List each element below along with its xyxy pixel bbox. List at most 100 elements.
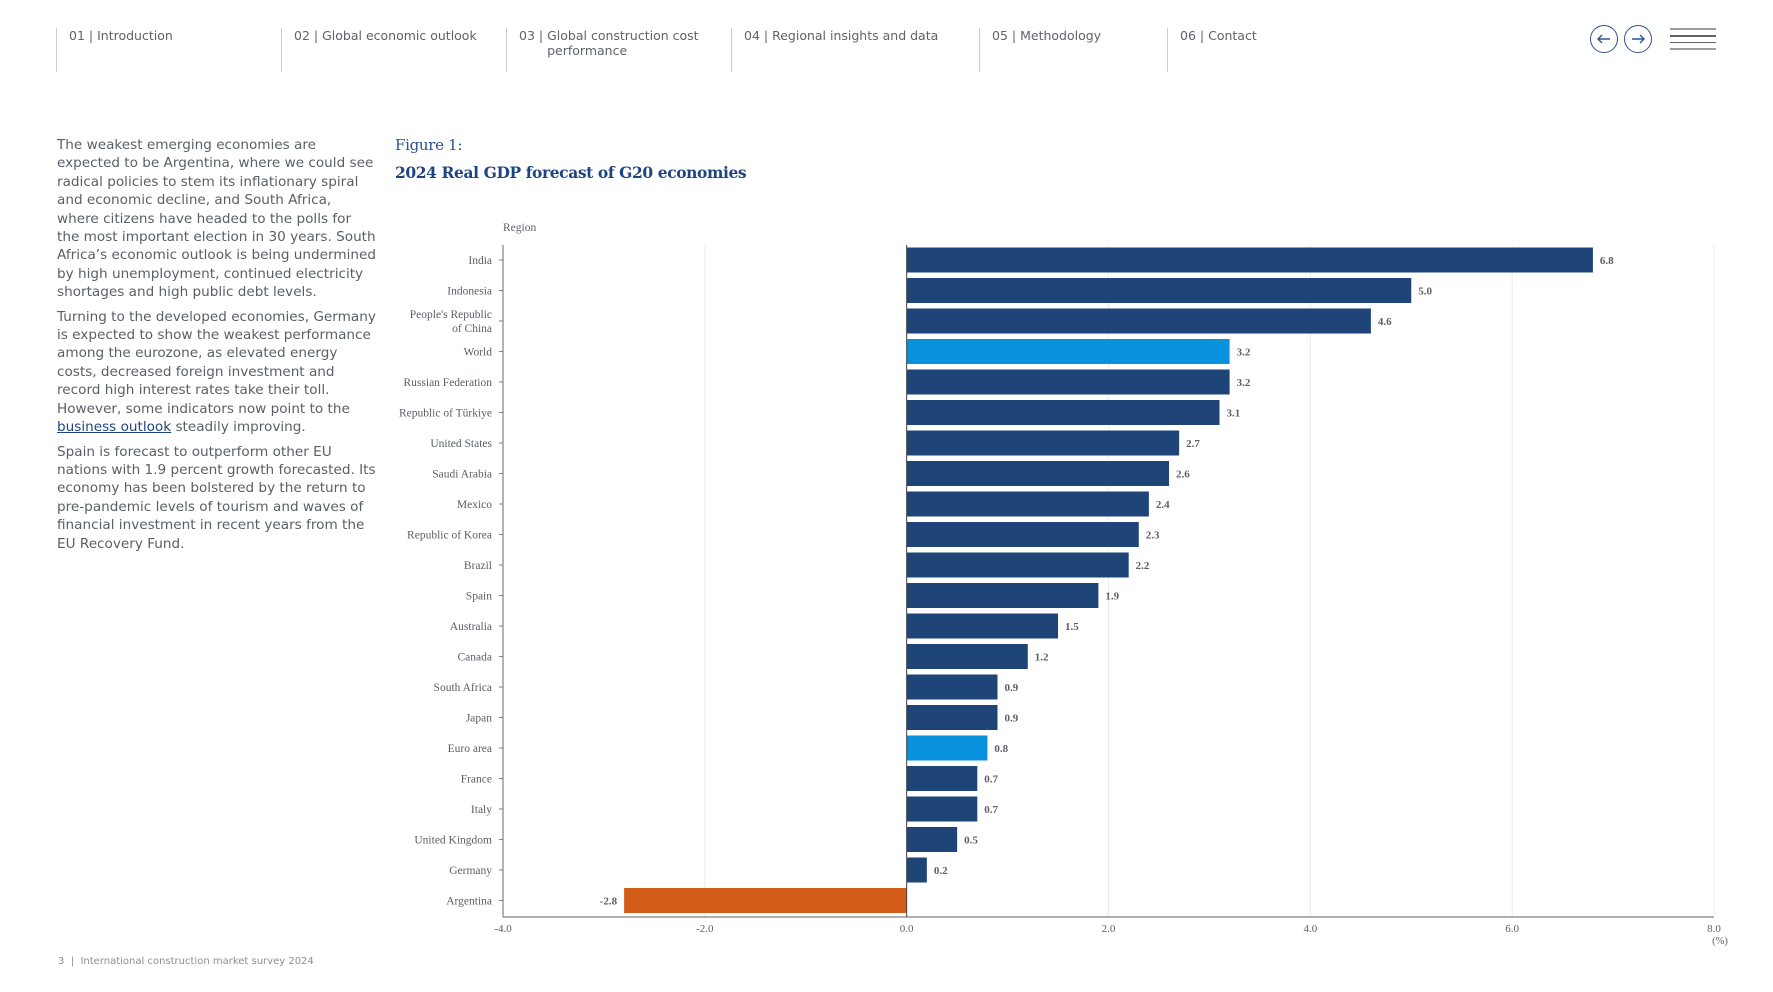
nav-item-global-construction-cost[interactable]: 03 | Global construction cost performanc… bbox=[506, 28, 731, 72]
value-label: 0.7 bbox=[984, 804, 998, 816]
category-label: South Africa bbox=[434, 682, 492, 694]
category-label-line: Italy bbox=[471, 804, 492, 816]
x-axis-unit-label: (%) bbox=[1712, 936, 1728, 947]
hamburger-menu-icon bbox=[1670, 41, 1716, 43]
category-label: Indonesia bbox=[447, 286, 492, 298]
bar bbox=[906, 644, 1028, 669]
arrow-left-icon bbox=[1597, 34, 1610, 44]
nav-separator: | bbox=[538, 28, 544, 43]
category-label-line: of China bbox=[452, 323, 492, 335]
previous-page-button[interactable] bbox=[1590, 25, 1618, 53]
nav-item-number: 02 bbox=[294, 28, 310, 43]
category-label-line: Euro area bbox=[448, 743, 492, 755]
bar bbox=[906, 491, 1149, 517]
category-label: Mexico bbox=[457, 499, 492, 511]
x-tick-label: -2.0 bbox=[696, 923, 714, 935]
nav-item-contact[interactable]: 06 | Contact bbox=[1167, 28, 1347, 72]
category-label-line: Canada bbox=[458, 652, 492, 664]
nav-separator: | bbox=[313, 28, 319, 43]
category-label-line: Germany bbox=[449, 865, 492, 877]
document-title: International construction market survey… bbox=[80, 956, 314, 967]
bar bbox=[906, 308, 1371, 334]
bar bbox=[906, 339, 1230, 364]
value-label: 2.3 bbox=[1146, 530, 1160, 542]
nav-item-label: Regional insights and data bbox=[772, 28, 939, 43]
category-label: Republic of Türkiye bbox=[399, 408, 492, 420]
bar bbox=[906, 857, 927, 883]
nav-item-regional-insights[interactable]: 04 | Regional insights and data bbox=[731, 28, 979, 72]
category-label-line: World bbox=[464, 347, 493, 359]
nav-item-label: Methodology bbox=[1020, 28, 1102, 43]
bar bbox=[906, 827, 958, 852]
category-label: Spain bbox=[466, 591, 492, 603]
category-label: Russian Federation bbox=[404, 377, 493, 389]
nav-item-label: Contact bbox=[1208, 28, 1257, 43]
value-label: 4.6 bbox=[1378, 316, 1392, 328]
paragraph-argentina-south-africa: The weakest emerging economies are expec… bbox=[57, 137, 376, 301]
bar bbox=[906, 461, 1170, 486]
category-label-line: People's Republic bbox=[410, 309, 492, 321]
category-label: France bbox=[461, 774, 492, 786]
business-outlook-link[interactable]: business outlook bbox=[57, 419, 172, 436]
bar bbox=[906, 766, 978, 791]
x-tick-label: 8.0 bbox=[1707, 923, 1721, 935]
category-label-line: Spain bbox=[466, 591, 492, 603]
value-label: 2.6 bbox=[1176, 469, 1190, 481]
nav-item-number: 06 bbox=[1180, 28, 1196, 43]
value-label: 0.9 bbox=[1004, 713, 1018, 725]
value-label: 6.8 bbox=[1600, 255, 1614, 267]
value-label: 0.5 bbox=[964, 835, 978, 847]
category-label-line: Russian Federation bbox=[404, 377, 493, 389]
nav-item-global-economic-outlook[interactable]: 02 | Global economic outlook bbox=[281, 28, 506, 72]
y-axis-title: Region bbox=[503, 222, 536, 234]
value-label: 5.0 bbox=[1418, 286, 1432, 298]
value-label: 3.2 bbox=[1237, 377, 1251, 389]
hamburger-menu-icon bbox=[1670, 28, 1716, 30]
figure-label: Figure 1: bbox=[395, 136, 463, 154]
bar bbox=[906, 400, 1220, 425]
x-tick-label: 4.0 bbox=[1303, 923, 1317, 935]
bar bbox=[906, 552, 1129, 578]
value-label: 0.8 bbox=[994, 743, 1008, 755]
bar bbox=[906, 247, 1593, 273]
value-label: 0.2 bbox=[934, 865, 948, 877]
figure-title: 2024 Real GDP forecast of G20 economies bbox=[395, 163, 747, 182]
value-label: 0.7 bbox=[984, 774, 998, 786]
hamburger-menu-button[interactable] bbox=[1670, 28, 1716, 50]
category-label-line: Brazil bbox=[464, 560, 492, 572]
category-label-line: Republic of Korea bbox=[407, 530, 492, 542]
nav-item-methodology[interactable]: 05 | Methodology bbox=[979, 28, 1167, 72]
value-label: 3.1 bbox=[1227, 408, 1241, 420]
category-label: United States bbox=[430, 438, 492, 450]
x-tick-label: 0.0 bbox=[900, 923, 914, 935]
category-label-line: France bbox=[461, 774, 492, 786]
category-label: Australia bbox=[450, 621, 492, 633]
axes bbox=[499, 245, 1714, 918]
nav-controls bbox=[1590, 25, 1716, 53]
nav-item-label: Global economic outlook bbox=[322, 28, 477, 43]
page-number: 3 bbox=[58, 956, 65, 967]
bar bbox=[624, 888, 907, 913]
category-label-line: India bbox=[468, 255, 492, 267]
nav-item-number: 05 bbox=[992, 28, 1008, 43]
value-label: 1.2 bbox=[1035, 652, 1049, 664]
body-text: The weakest emerging economies are expec… bbox=[57, 136, 377, 559]
category-label-line: Japan bbox=[466, 713, 492, 725]
category-label: Japan bbox=[466, 713, 492, 725]
nav-item-introduction[interactable]: 01 | Introduction bbox=[56, 28, 281, 72]
category-label: Republic of Korea bbox=[407, 530, 492, 542]
category-label-line: Saudi Arabia bbox=[432, 469, 492, 481]
bar bbox=[906, 674, 998, 700]
bar bbox=[906, 735, 988, 761]
paragraph-text: Turning to the developed economies, Germ… bbox=[57, 308, 376, 417]
category-label-line: Republic of Türkiye bbox=[399, 408, 492, 420]
next-page-button[interactable] bbox=[1624, 25, 1652, 53]
category-label-line: Indonesia bbox=[447, 286, 492, 298]
category-label: India bbox=[468, 255, 492, 267]
nav-item-number: 04 bbox=[744, 28, 760, 43]
value-label: 2.4 bbox=[1156, 499, 1170, 511]
bar bbox=[906, 369, 1230, 395]
category-label: Saudi Arabia bbox=[432, 469, 492, 481]
nav-item-number: 01 bbox=[69, 28, 85, 43]
category-label: Canada bbox=[458, 652, 492, 664]
